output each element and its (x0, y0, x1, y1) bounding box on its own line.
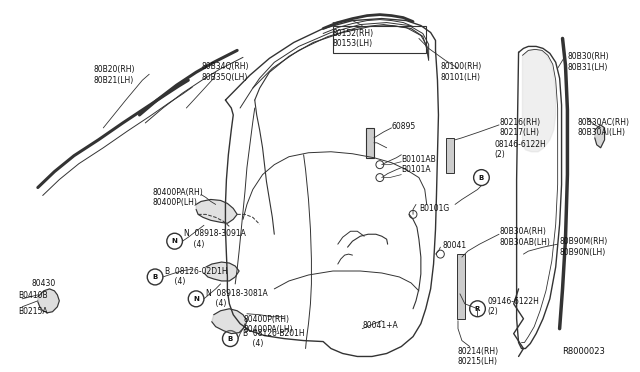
Text: N: N (193, 296, 199, 302)
Text: R8000023: R8000023 (563, 347, 605, 356)
Bar (446, 138, 454, 173)
Text: 80152(RH)
80153(LH): 80152(RH) 80153(LH) (333, 29, 374, 48)
Text: N  08918-3081A
    (4): N 08918-3081A (4) (206, 289, 268, 308)
Text: 80216(RH)
80217(LH): 80216(RH) 80217(LH) (499, 118, 540, 137)
Text: 80041: 80041 (442, 241, 467, 250)
Polygon shape (595, 125, 605, 148)
Text: 80B20(RH)
80B21(LH): 80B20(RH) 80B21(LH) (93, 65, 135, 85)
Text: 80400P(RH)
80400PA(LH): 80400P(RH) 80400PA(LH) (243, 315, 292, 334)
Text: 80400PA(RH)
80400P(LH): 80400PA(RH) 80400P(LH) (152, 187, 203, 207)
Polygon shape (212, 309, 247, 334)
Text: 80214(RH)
80215(LH): 80214(RH) 80215(LH) (458, 347, 499, 366)
Text: 80B30A(RH)
80B30AB(LH): 80B30A(RH) 80B30AB(LH) (499, 227, 550, 247)
Text: B: B (228, 336, 233, 341)
Bar (366, 128, 374, 158)
Text: 80B30(RH)
80B31(LH): 80B30(RH) 80B31(LH) (568, 52, 609, 72)
Text: B0101G: B0101G (419, 205, 449, 214)
Text: B0101AB
B0101A: B0101AB B0101A (401, 155, 436, 174)
Polygon shape (38, 289, 60, 313)
Text: 09146-6122H
(2): 09146-6122H (2) (487, 297, 539, 316)
Text: B: B (479, 174, 484, 180)
Text: 80B90M(RH)
80B90N(LH): 80B90M(RH) 80B90N(LH) (559, 237, 608, 257)
Text: R: R (475, 306, 480, 312)
Text: N  08918-3091A
    (4): N 08918-3091A (4) (184, 229, 246, 248)
Text: 80100(RH)
80101(LH): 80100(RH) 80101(LH) (440, 62, 482, 82)
Polygon shape (522, 49, 556, 152)
Text: B  08126-02D1H
    (4): B 08126-02D1H (4) (165, 267, 227, 286)
Text: 08146-6122H
(2): 08146-6122H (2) (494, 140, 546, 159)
Text: B: B (152, 274, 157, 280)
Text: 80430: 80430 (32, 279, 56, 288)
Bar (457, 254, 465, 319)
Text: 80B30AC(RH)
80B30AI(LH): 80B30AC(RH) 80B30AI(LH) (577, 118, 629, 137)
Text: N: N (172, 238, 177, 244)
Text: 80041+A: 80041+A (362, 321, 398, 330)
Text: 60895: 60895 (392, 122, 416, 131)
Text: B0410B: B0410B (19, 291, 48, 300)
Polygon shape (196, 199, 237, 223)
Text: B0215A: B0215A (19, 307, 48, 316)
Text: B  08126-B201H
    (4): B 08126-B201H (4) (243, 328, 305, 348)
Polygon shape (204, 262, 239, 281)
Text: 80B34Q(RH)
80B35Q(LH): 80B34Q(RH) 80B35Q(LH) (201, 62, 248, 82)
